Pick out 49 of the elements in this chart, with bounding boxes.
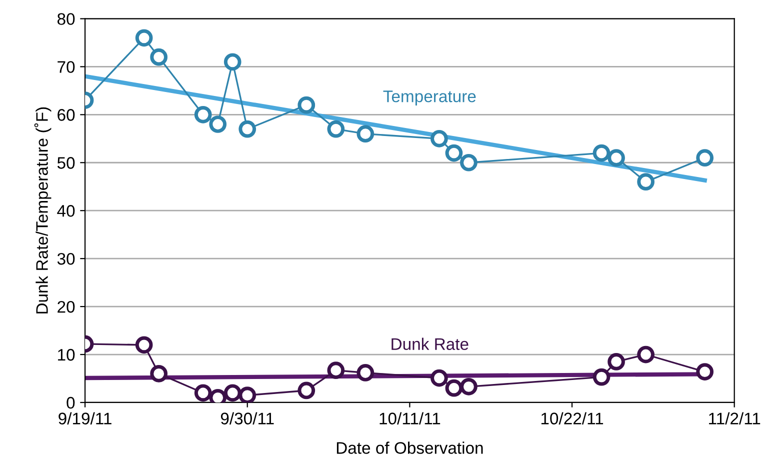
point xyxy=(135,336,153,354)
y-tick-label: 60 xyxy=(58,109,75,121)
point xyxy=(238,386,256,402)
point xyxy=(460,154,478,172)
series-label: Dunk Rate xyxy=(392,338,468,350)
point xyxy=(224,384,242,402)
y-tick-label: 70 xyxy=(58,61,75,73)
point xyxy=(209,116,227,133)
y-tick-label: 0 xyxy=(66,396,75,409)
point xyxy=(460,378,478,396)
point xyxy=(696,149,714,167)
point xyxy=(356,364,374,382)
point xyxy=(608,353,625,370)
x-tick-label: 10/22/11 xyxy=(541,412,604,424)
point xyxy=(592,144,610,162)
point xyxy=(135,29,153,47)
x-tick-label: 11/2/11 xyxy=(709,412,760,424)
y-tick-label: 30 xyxy=(57,252,75,265)
point xyxy=(637,346,654,364)
point xyxy=(592,368,610,386)
y-tick-label: 50 xyxy=(57,157,75,169)
point xyxy=(224,53,242,71)
point xyxy=(696,363,714,380)
point xyxy=(238,120,256,138)
point xyxy=(150,48,168,66)
x-axis-title: Date of Observation xyxy=(336,442,483,454)
x-tick-label: 10/11/11 xyxy=(380,412,440,424)
point xyxy=(445,144,463,162)
point xyxy=(445,379,463,397)
series-label: Temperature xyxy=(383,90,476,106)
y-tick-label: 10 xyxy=(58,348,75,361)
point xyxy=(430,130,448,148)
point xyxy=(327,120,345,138)
point xyxy=(150,365,168,382)
point xyxy=(194,106,212,124)
point xyxy=(327,362,345,380)
x-tick-label: 9/30/11 xyxy=(220,412,274,424)
point xyxy=(194,384,212,402)
y-tick-label: 20 xyxy=(58,300,75,313)
x-tick-label: 9/19/11 xyxy=(58,412,112,424)
point xyxy=(637,173,654,190)
point xyxy=(298,382,316,400)
y-axis-title: Dunk Rate/Temperature (˚F) xyxy=(34,107,52,314)
point xyxy=(356,125,374,143)
y-tick-label: 80 xyxy=(57,13,75,25)
point xyxy=(608,149,625,167)
y-tick-label: 40 xyxy=(57,205,75,217)
point xyxy=(298,96,316,114)
point xyxy=(430,369,448,387)
